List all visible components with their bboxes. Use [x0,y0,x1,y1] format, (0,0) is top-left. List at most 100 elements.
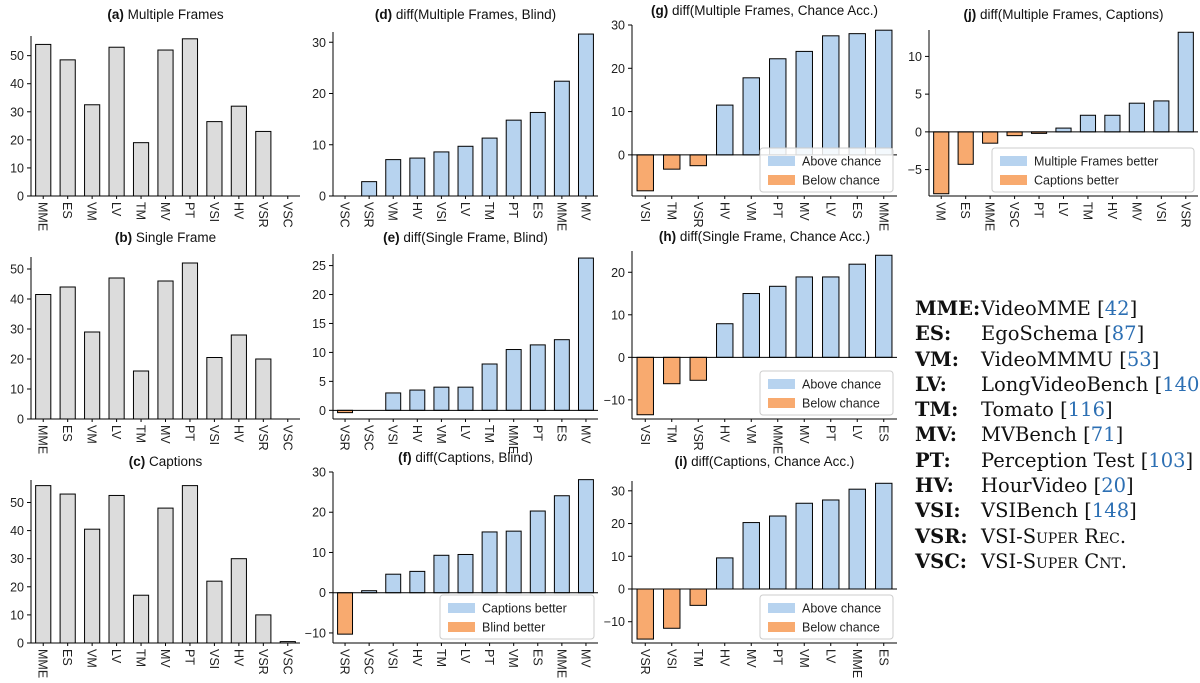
legend-reference[interactable]: [42] [1090,297,1138,320]
legend-swatch [448,603,475,613]
legend-row-lv: LV: LongVideoBench [140] [915,372,1200,397]
y-tick-label: 0 [319,404,326,418]
legend-name: VideoMME [981,297,1091,320]
bar-MV [795,276,813,358]
bar-TM [132,370,150,420]
legend-reference[interactable]: [116] [1053,398,1113,422]
x-tick-label: MV [578,202,592,221]
x-tick-label: LV [823,649,837,664]
chart-h: (h) diff(Single Frame, Chance Acc.) −10 0 1… [604,229,897,454]
x-tick-label: VSR [256,649,270,675]
x-tick-label: VSI [386,425,400,445]
bar-VSI [206,121,223,197]
x-tick-label: VSC [280,425,294,451]
bar-LV [457,145,474,197]
x-tick-label: MV [1129,202,1143,221]
bar-HV [230,558,247,644]
bar-LV [822,35,840,156]
bar-PT [181,485,199,644]
x-tick-label: VM [744,425,758,444]
x-tick-label: TM [664,425,678,443]
legend-label: Captions better [1034,174,1119,188]
legend-abbr: TM: [915,398,959,422]
legend-reference[interactable]: [53] [1113,347,1160,371]
bar-VM [84,528,101,644]
legend-name: VSIBench [981,499,1079,523]
bar-LV [822,499,840,590]
x-tick-label: VSR [338,649,352,675]
bar-VSR [255,130,272,197]
bar-VSI [663,588,681,629]
bar-VSI [206,357,223,420]
x-tick-label: PT [770,202,784,218]
y-tick-label: 10 [10,608,24,622]
legend-swatch [768,175,795,185]
x-tick-label: LV [109,202,123,217]
y-tick-label: 30 [611,19,625,33]
x-tick-label: MV [158,202,172,221]
legend-name: Perception Test [981,448,1135,472]
x-tick-label: MME [850,649,864,678]
legend-frame [991,147,1195,193]
x-tick-label: ES [530,649,544,666]
chart-title-text: Single Frame [136,230,216,245]
legend-abbr: LV: [915,372,947,396]
legend-name: VSI-Super Rec. [981,524,1127,548]
y-tick-label: 50 [10,263,24,277]
bar-PT [481,531,498,594]
bar-MV [742,522,760,590]
legend-reference[interactable]: [148] [1078,499,1137,523]
legend-name: HourVideo [981,474,1088,498]
x-tick-label: LV [1056,202,1070,217]
x-tick-label: ES [554,425,568,442]
bar-MME [505,349,522,411]
bar-MME [553,80,570,197]
bar-HV [230,105,247,197]
bar-VSI [433,151,450,197]
y-tick-label: 30 [312,36,326,50]
bar-ES [59,286,76,420]
chart-j: (j) diff(Multiple Frames, Captions) −5 0 5 1… [908,7,1198,231]
x-tick-label: VSI [207,425,221,445]
x-tick-label: HV [410,425,424,443]
bar-VSI [636,356,654,416]
bar-LV [108,277,125,420]
y-tick-label: −5 [908,163,922,177]
legend-name: Tomato [981,398,1054,422]
x-tick-label: MV [797,202,811,221]
legend-swatch [768,398,795,408]
legend-reference[interactable]: [87] [1097,322,1145,346]
y-tick-label: 10 [10,383,24,397]
y-tick-label: 30 [10,323,24,337]
legend-row-vsc: VSC: VSI-Super Cnt. [915,549,1200,574]
x-tick-label: HV [410,202,424,220]
bar-TM [481,363,498,411]
bar-TM [663,356,681,385]
bar-VM [505,530,522,594]
y-tick-label: 20 [312,288,326,302]
y-tick-label: 20 [611,266,625,280]
x-tick-label: MME [876,202,890,231]
x-tick-label: MME [36,649,50,678]
chart-title-label: (a) [107,7,127,22]
legend-reference[interactable]: [71] [1076,423,1124,447]
chart-title-text: diff(Single Frame, Blind) [403,230,548,245]
legend-row-pt: PT: Perception Test [103] [915,448,1200,473]
x-tick-label: LV [850,425,864,440]
legend-reference[interactable]: [20] [1087,474,1134,498]
x-tick-label: VSI [1154,202,1168,222]
x-tick-label: VSI [207,649,221,669]
legend-reference[interactable]: [103] [1134,448,1194,472]
x-tick-label: PT [823,425,837,441]
bar-VSC [1006,131,1023,137]
chart-title: (g) diff(Multiple Frames, Chance Acc.) [651,3,878,18]
legend-reference[interactable]: [140] [1148,372,1200,396]
bar-ES [957,131,974,165]
legend-row-es: ES: EgoSchema [87] [915,321,1200,346]
y-tick-label: 0 [319,190,326,204]
x-tick-label: VM [386,202,400,221]
y-tick-label: 10 [908,50,922,64]
bar-ES [59,59,76,197]
x-tick-label: HV [717,425,731,443]
y-tick-label: 25 [312,259,326,273]
